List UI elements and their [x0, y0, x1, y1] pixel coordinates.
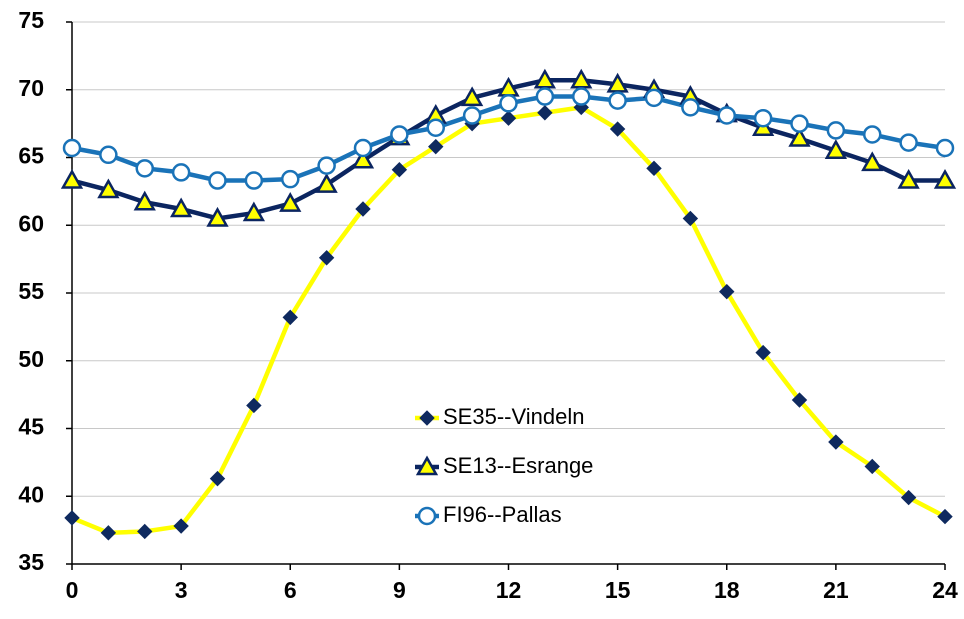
- legend-label: SE35--Vindeln: [443, 404, 584, 429]
- marker: [897, 168, 920, 189]
- x-tick-label: 12: [496, 577, 522, 603]
- marker: [60, 168, 84, 189]
- legend-marker: [415, 455, 439, 476]
- marker: [99, 145, 118, 165]
- marker: [279, 192, 302, 212]
- marker: [608, 91, 627, 110]
- marker: [169, 197, 193, 218]
- marker: [864, 458, 880, 475]
- marker: [64, 510, 80, 526]
- y-tick-label: 75: [18, 7, 44, 33]
- y-tick-label: 40: [18, 481, 44, 507]
- legend-label: FI96--Pallas: [443, 502, 562, 527]
- marker: [460, 86, 484, 107]
- marker: [500, 110, 517, 126]
- marker: [861, 151, 884, 172]
- marker: [646, 160, 662, 177]
- marker: [137, 523, 153, 540]
- marker: [499, 94, 518, 113]
- y-tick-label: 45: [18, 414, 44, 440]
- marker: [937, 508, 953, 525]
- marker: [682, 210, 699, 227]
- marker: [391, 161, 408, 178]
- marker: [535, 87, 555, 106]
- marker: [863, 125, 882, 144]
- legend-label: SE13--Esrange: [443, 453, 593, 478]
- x-tick-label: 9: [393, 577, 406, 603]
- marker: [208, 171, 227, 190]
- marker: [171, 163, 191, 182]
- marker: [242, 201, 266, 222]
- marker: [537, 105, 553, 121]
- marker: [572, 87, 591, 106]
- y-tick-label: 65: [18, 143, 44, 169]
- marker: [390, 125, 409, 144]
- marker: [97, 178, 120, 199]
- marker: [428, 138, 444, 155]
- y-tick-label: 60: [18, 210, 44, 236]
- x-tick-label: 18: [714, 577, 740, 603]
- marker: [644, 88, 664, 108]
- y-tick-label: 50: [18, 346, 44, 372]
- marker: [788, 126, 811, 147]
- y-tick-label: 35: [18, 549, 44, 575]
- marker: [791, 392, 808, 408]
- marker: [900, 489, 917, 506]
- marker: [355, 201, 371, 217]
- marker: [318, 250, 335, 266]
- x-tick-label: 0: [66, 577, 79, 603]
- x-tick-label: 6: [284, 577, 297, 603]
- marker: [719, 283, 735, 300]
- marker: [133, 190, 156, 211]
- marker: [100, 525, 117, 541]
- marker: [826, 121, 846, 140]
- y-tick-label: 55: [18, 278, 44, 304]
- marker: [244, 171, 264, 190]
- marker: [570, 68, 593, 89]
- x-tick-label: 21: [823, 577, 849, 603]
- marker: [790, 114, 809, 133]
- marker: [281, 169, 300, 189]
- marker: [135, 159, 154, 178]
- legend-marker: [417, 506, 437, 526]
- marker: [282, 309, 298, 326]
- marker: [315, 173, 338, 193]
- marker: [173, 518, 189, 534]
- marker: [899, 133, 918, 152]
- marker: [753, 108, 773, 128]
- marker: [462, 106, 482, 125]
- marker: [681, 98, 700, 117]
- marker: [426, 118, 445, 137]
- marker: [935, 138, 955, 158]
- marker: [717, 106, 736, 125]
- legend: SE35--Vindeln SE13--Esrange FI96--Pallas: [415, 404, 593, 527]
- marker: [606, 72, 629, 93]
- marker: [824, 139, 848, 159]
- marker: [351, 148, 375, 169]
- marker: [206, 206, 229, 227]
- x-tick-label: 15: [605, 577, 631, 603]
- marker: [828, 434, 844, 450]
- marker: [755, 344, 771, 361]
- legend-marker: [419, 410, 435, 426]
- marker: [62, 138, 82, 158]
- y-tick-label: 70: [18, 75, 44, 101]
- x-tick-label: 24: [932, 577, 958, 603]
- marker: [209, 470, 226, 487]
- marker: [933, 168, 957, 189]
- marker: [246, 397, 262, 414]
- marker: [353, 138, 373, 158]
- marker: [609, 121, 626, 137]
- marker: [317, 156, 336, 175]
- marker: [533, 68, 557, 89]
- x-tick-label: 3: [175, 577, 188, 603]
